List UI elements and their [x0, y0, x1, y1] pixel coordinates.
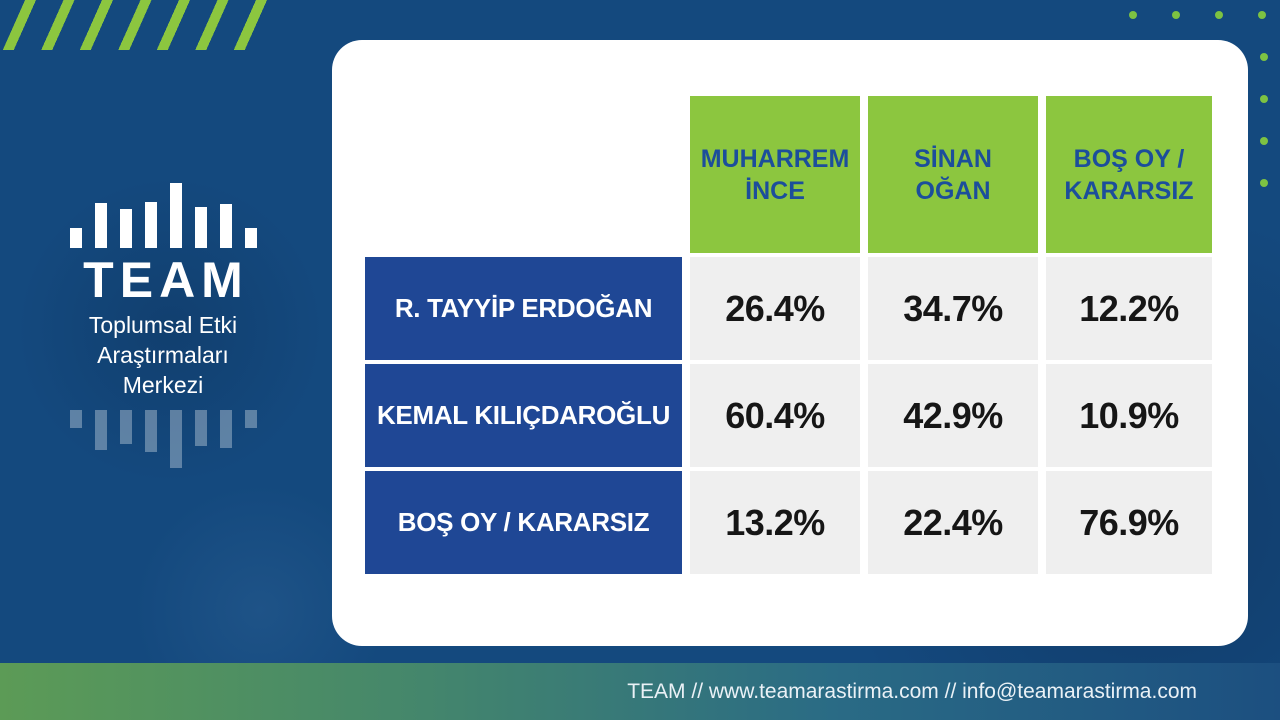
value-cell: 10.9% — [1046, 364, 1212, 467]
row-label-bos-oy-kararsiz: BOŞ OY / KARARSIZ — [365, 471, 682, 574]
corner-cell — [365, 96, 682, 253]
value-cell: 12.2% — [1046, 257, 1212, 360]
logo-subtitle-line: Merkezi — [122, 372, 204, 398]
logo-subtitle-line: Toplumsal Etki — [88, 312, 238, 338]
row-label-kilicdaroglu: KEMAL KILIÇDAROĞLU — [365, 364, 682, 467]
logo-subtitle-line: Araştırmaları — [97, 342, 229, 368]
dot-grid-top — [1129, 11, 1266, 19]
diagonal-stripes-decoration — [2, 0, 276, 50]
column-header-muharrem-ince: MUHARREM İNCE — [690, 96, 860, 253]
value-cell: 42.9% — [868, 364, 1038, 467]
value-cell: 34.7% — [868, 257, 1038, 360]
team-logo: TEAM Toplumsal Etki Araştırmaları Merkez… — [55, 180, 271, 468]
column-header-bos-oy-kararsiz: BOŞ OY / KARARSIZ — [1046, 96, 1212, 253]
value-cell: 13.2% — [690, 471, 860, 574]
row-label-erdogan: R. TAYYİP ERDOĞAN — [365, 257, 682, 360]
column-header-sinan-ogan: SİNAN OĞAN — [868, 96, 1038, 253]
logo-subtitle: Toplumsal Etki Araştırmaları Merkezi — [55, 310, 271, 400]
dot-grid-right — [1260, 53, 1268, 187]
value-cell: 76.9% — [1046, 471, 1212, 574]
footer-bar: TEAM // www.teamarastirma.com // info@te… — [0, 663, 1280, 720]
value-cell: 60.4% — [690, 364, 860, 467]
logo-title: TEAM — [83, 252, 249, 308]
footer-contact-text: TEAM // www.teamarastirma.com // info@te… — [627, 679, 1197, 703]
results-table: MUHARREM İNCE SİNAN OĞAN BOŞ OY / KARARS… — [365, 96, 1212, 574]
logo-bars-icon — [55, 180, 271, 248]
value-cell: 22.4% — [868, 471, 1038, 574]
results-card: MUHARREM İNCE SİNAN OĞAN BOŞ OY / KARARS… — [332, 40, 1248, 646]
logo-bars-reflection-icon — [55, 410, 271, 468]
value-cell: 26.4% — [690, 257, 860, 360]
